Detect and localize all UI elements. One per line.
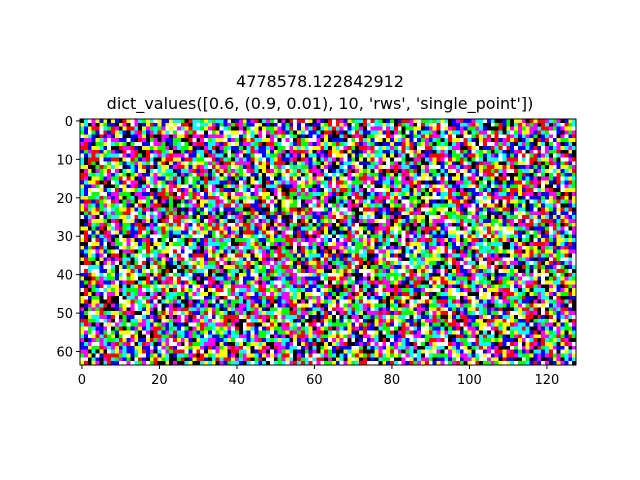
y-tick-label: 40: [56, 269, 73, 284]
pixel-image: [80, 119, 576, 365]
y-tick-label: 0: [65, 115, 73, 130]
y-tick-label: 10: [56, 153, 73, 168]
x-tick-label: 0: [78, 373, 86, 388]
y-tick-label: 50: [56, 307, 73, 322]
x-tick-label: 60: [306, 373, 323, 388]
x-tick-label: 120: [535, 373, 560, 388]
x-tick-label: 40: [229, 373, 246, 388]
y-tick-label: 20: [56, 192, 73, 207]
x-tick-label: 20: [151, 373, 168, 388]
chart-title-line-2: dict_values([0.6, (0.9, 0.01), 10, 'rws'…: [106, 94, 534, 113]
x-tick-label: 100: [457, 373, 482, 388]
pixel-raster: [80, 119, 576, 365]
x-tick-label: 80: [384, 373, 401, 388]
y-tick-label: 30: [56, 230, 73, 245]
axes-frame: [79, 118, 577, 366]
y-axis: 0 10 20 30 40 50 60: [56, 115, 80, 361]
y-tick-label: 60: [56, 346, 73, 361]
x-axis: 0 20 40 60 80 100 120: [78, 365, 560, 388]
chart-title-line-1: 4778578.122842912: [236, 72, 404, 91]
